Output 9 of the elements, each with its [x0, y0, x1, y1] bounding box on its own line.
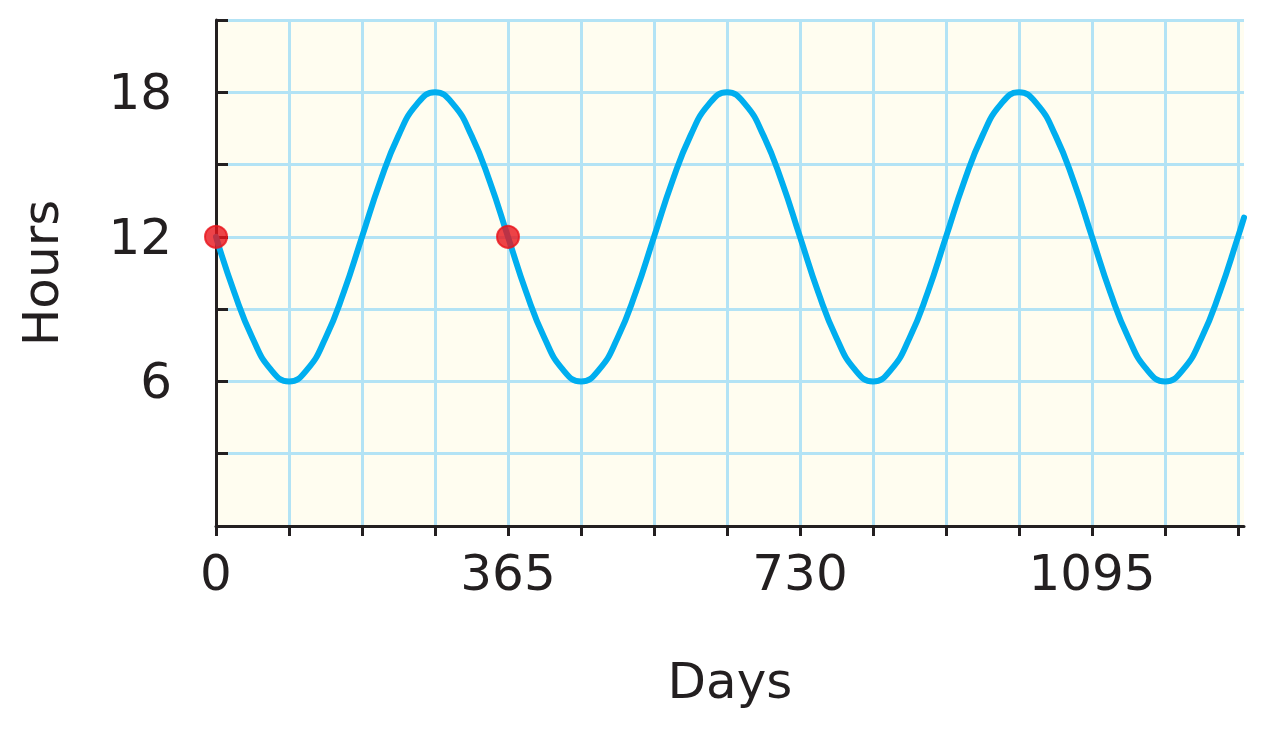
x-tick-label: 365 — [460, 544, 556, 602]
x-tick-label: 1095 — [1028, 544, 1156, 602]
x-tick-label: 0 — [200, 544, 232, 602]
y-tick-label: 18 — [108, 63, 172, 122]
y-axis-title: Hours — [12, 199, 70, 347]
x-tick-label: 730 — [752, 544, 848, 602]
y-tick-label: 12 — [108, 207, 172, 266]
y-tick-label: 6 — [140, 352, 172, 411]
x-axis-title: Days — [667, 652, 793, 710]
